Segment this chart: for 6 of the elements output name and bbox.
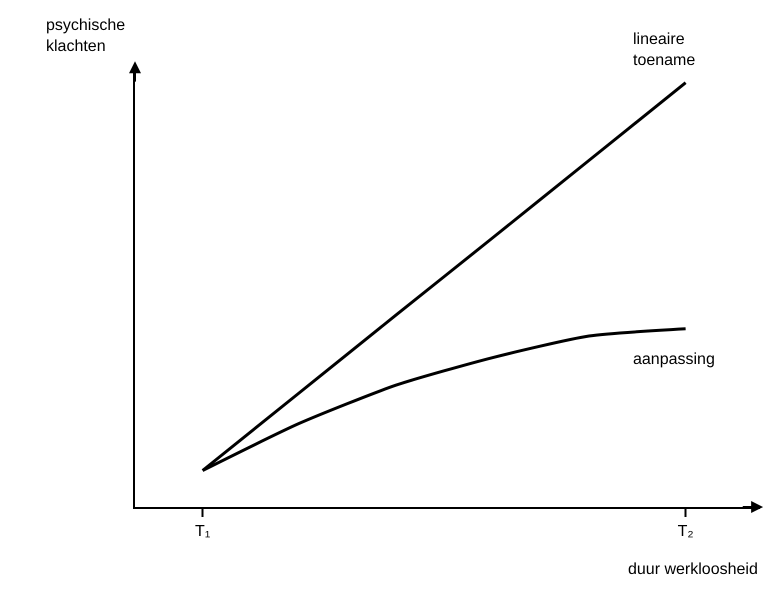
y-axis-title: psychische klachten xyxy=(46,17,126,55)
x-tick-label: T₁ xyxy=(195,523,210,540)
x-axis-title: duur werkloosheid xyxy=(628,561,758,578)
series-label: aanpassing xyxy=(633,351,715,368)
x-tick-label: T₂ xyxy=(678,523,694,540)
series-label: lineaire toename xyxy=(633,31,696,69)
